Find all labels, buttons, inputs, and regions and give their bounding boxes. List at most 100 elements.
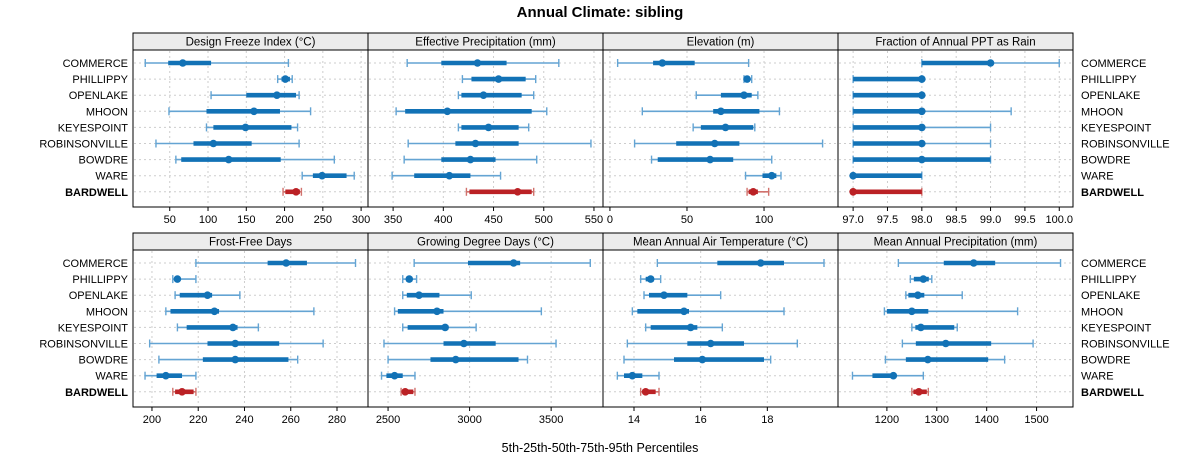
percentile-glyph-phillippy (743, 75, 753, 84)
median-dot (749, 188, 758, 196)
x-tick-label: 1400 (974, 414, 998, 426)
x-tick-label: 150 (237, 214, 255, 226)
median-dot (479, 91, 488, 99)
site-label-right-ware: WARE (1081, 171, 1114, 183)
percentile-glyph-mhoon (393, 307, 543, 316)
x-tick-label: 16 (695, 414, 707, 426)
percentile-glyph-openlake (402, 291, 472, 300)
x-axis: 1200 1300 1400 1500 (875, 407, 1049, 426)
x-tick-label: 97.0 (842, 214, 863, 226)
x-tick-label: 550 (585, 214, 603, 226)
median-dot (918, 75, 926, 83)
x-tick-label: 1500 (1024, 414, 1048, 426)
median-dot (756, 259, 765, 267)
panel-strip-label: Mean Annual Precipitation (mm) (874, 237, 1038, 249)
x-tick-label: 3000 (457, 414, 481, 426)
median-dot (443, 107, 452, 116)
median-dot (660, 291, 668, 299)
x-tick-label: 99.0 (980, 214, 1001, 226)
median-dot (914, 291, 922, 299)
median-dot (231, 355, 240, 364)
median-dot (915, 388, 923, 396)
site-label-right-commerce: COMMERCE (1081, 258, 1146, 270)
median-dot (509, 259, 518, 267)
median-dot (466, 155, 475, 164)
percentile-glyph-keyespoint (852, 123, 992, 132)
x-tick-label: 240 (235, 414, 253, 426)
x-axis: 14 16 18 (628, 407, 773, 426)
x-tick-label: 300 (352, 214, 370, 226)
x-axis: 50 100 150 200 250 300 (164, 207, 370, 226)
x-tick-label: 0 (607, 214, 613, 226)
median-dot (680, 307, 688, 316)
panel-strip-label: Design Freeze Index (°C) (186, 37, 316, 49)
percentile-glyph-commerce (921, 59, 1060, 67)
percentile-caption: 5th-25th-50th-75th-95th Percentiles (501, 441, 699, 455)
median-dot (641, 388, 650, 396)
x-tick-label: 1200 (875, 414, 899, 426)
percentile-glyph-ware (391, 171, 502, 180)
median-dot (273, 91, 281, 99)
median-dot (918, 107, 926, 116)
chart-title: Annual Climate: sibling (516, 4, 684, 21)
percentile-glyph-keyespoint (176, 323, 260, 332)
site-label-left-openlake: OPENLAKE (69, 290, 128, 302)
x-tick-label: 100 (755, 214, 773, 226)
median-dot (717, 107, 725, 116)
percentile-glyph-ware (301, 171, 355, 180)
median-dot (918, 123, 926, 132)
percentile-glyph-bowdre (175, 155, 336, 164)
percentile-glyph-mhoon (852, 107, 1012, 116)
x-tick-label: 450 (484, 214, 502, 226)
percentile-glyph-openlake (174, 291, 241, 300)
x-tick-label: 3500 (539, 414, 563, 426)
site-label-left-commerce: COMMERCE (63, 58, 128, 70)
median-dot (433, 307, 441, 316)
percentile-glyph-ware (851, 371, 925, 380)
x-tick-label: 100 (199, 214, 217, 226)
site-label-right-bowdre: BOWDRE (1081, 155, 1131, 167)
site-label-left-openlake: OPENLAKE (69, 90, 128, 102)
site-label-right-bowdre: BOWDRE (1081, 355, 1131, 367)
median-dot (658, 59, 667, 67)
percentile-glyph-commerce (406, 59, 560, 67)
median-dot (513, 188, 522, 196)
median-dot (924, 355, 932, 364)
site-label-left-mhoon: MHOON (86, 106, 128, 118)
percentile-glyph-keyespoint (644, 323, 724, 332)
x-axis: 350 400 450 500 550 (384, 207, 603, 226)
percentile-glyph-bowdre (623, 355, 772, 364)
median-dot (173, 275, 182, 283)
median-dot (849, 188, 857, 196)
site-label-left-bowdre: BOWDRE (79, 155, 129, 167)
median-dot (203, 291, 212, 299)
percentile-glyph-commerce (413, 259, 591, 267)
site-label-left-ware: WARE (95, 371, 128, 383)
site-label-left-commerce: COMMERCE (63, 258, 128, 270)
x-tick-label: 500 (535, 214, 553, 226)
site-label-right-keyespoint: KEYESPOINT (1081, 122, 1152, 134)
panel-block: Frost-Free Days 200 220 240 260 280 Growing De… (39, 232, 1170, 426)
median-dot (721, 123, 730, 132)
percentile-glyph-openlake (695, 91, 759, 100)
percentile-glyph-robinsonville (148, 339, 324, 348)
median-dot (698, 355, 707, 364)
percentile-glyph-bardwell (400, 387, 416, 396)
percentile-glyph-openlake (457, 91, 535, 100)
percentile-glyph-robinsonville (407, 139, 592, 148)
median-dot (451, 355, 460, 364)
panel-background (603, 250, 838, 407)
site-label-left-robinsonville: ROBINSONVILLE (39, 339, 128, 351)
percentile-glyph-bowdre (158, 355, 299, 364)
percentile-glyph-robinsonville (155, 139, 300, 148)
percentile-glyph-openlake (210, 91, 300, 100)
median-dot (986, 59, 995, 67)
percentile-glyph-phillippy (172, 275, 197, 284)
percentile-glyph-mhoon (631, 307, 785, 316)
x-tick-label: 200 (143, 414, 161, 426)
percentile-glyph-ware (744, 171, 782, 180)
median-dot (917, 323, 925, 332)
site-label-right-robinsonville: ROBINSONVILLE (1081, 339, 1170, 351)
median-dot (706, 339, 715, 348)
site-label-left-mhoon: MHOON (86, 306, 128, 318)
